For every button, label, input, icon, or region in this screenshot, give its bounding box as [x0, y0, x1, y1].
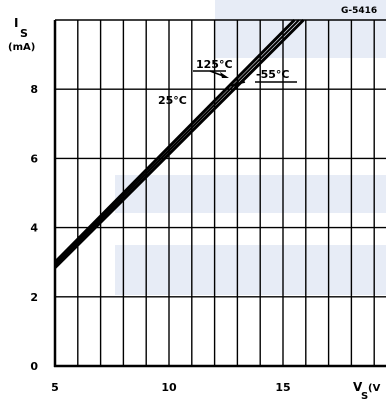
series-layer	[53, 18, 305, 269]
annotation-layer: 125°C -55°C 25°C	[158, 58, 297, 107]
y-tick-label: 4	[30, 222, 38, 235]
labels: I S (mA) V S (V G-5416	[8, 6, 381, 402]
watermark-band-top	[215, 0, 386, 58]
x-axis-label-main: V	[353, 380, 363, 394]
y-tick-label: 2	[30, 291, 38, 304]
annotation-125-arrowhead	[220, 72, 229, 78]
grid	[55, 19, 386, 366]
x-axis-label-sub: S	[361, 391, 368, 402]
watermark-band-low	[115, 245, 386, 295]
y-axis-label-sub: S	[20, 27, 28, 40]
y-tick-label: 0	[30, 360, 38, 373]
watermark-band-mid	[115, 175, 386, 213]
x-tick-label: 10	[161, 381, 177, 394]
series-line-3	[53, 18, 305, 269]
series-line-2	[54, 19, 300, 266]
y-tick-label: 8	[30, 83, 38, 96]
figure-id: G-5416	[341, 6, 377, 16]
x-axis-unit: (V	[368, 383, 381, 394]
x-tick-label: 5	[51, 381, 59, 394]
annotation-neg55-arrowhead	[230, 81, 239, 87]
annotation-25: 25°C	[158, 94, 187, 107]
y-tick-label: 6	[30, 152, 38, 165]
y-axis-label-main: I	[14, 16, 18, 30]
axes: 5 10 15 0 2 4 6 8	[30, 20, 386, 394]
x-tick-label: 15	[275, 381, 290, 394]
series-line-1	[53, 18, 296, 264]
annotation-neg55: -55°C	[256, 68, 289, 81]
annotation-125: 125°C	[196, 58, 233, 71]
y-axis-unit: (mA)	[8, 42, 35, 53]
